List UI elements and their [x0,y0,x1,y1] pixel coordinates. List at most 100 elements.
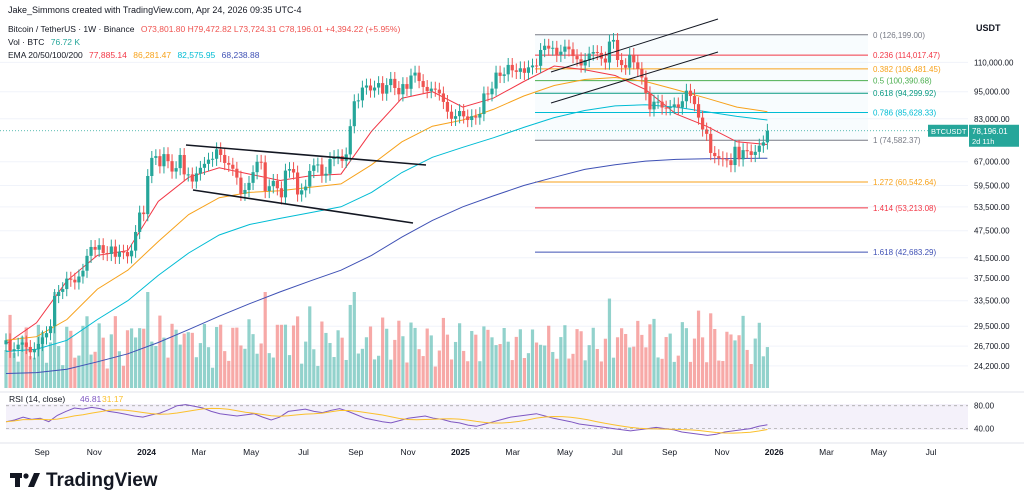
candle-body [227,162,231,165]
volume-bar [251,334,255,388]
rsi-band [6,404,968,430]
candle-body [89,246,93,256]
volume-bar [364,337,369,388]
candle-body [761,142,765,146]
candle-body [271,180,275,187]
candle-body [437,89,441,94]
volume-bar [36,324,40,388]
volume-bar [628,347,632,388]
candle-body [162,154,166,167]
volume-bar [595,348,599,388]
volume-bar [271,357,275,388]
candle-body [530,65,535,68]
volume-bar [636,320,640,388]
volume-bar [620,328,624,388]
candle-body [749,151,753,155]
candle-body [676,104,680,108]
last-price-label: 78,196.01 [972,127,1008,136]
price-tick-label: 26,700.00 [974,342,1010,351]
candle-body [567,46,571,50]
candle-body [729,160,733,166]
volume-bar [275,324,279,388]
ema-label: EMA 20/50/100/200 [8,50,83,60]
candle-body [194,173,198,182]
volume-bar [255,353,259,388]
volume-bar [312,349,316,388]
candle-body [514,70,518,72]
price-chart[interactable]: 0 (126,199.00) 0.236 (114,017.47) 0.382 (1… [0,0,1024,462]
volume-bar [555,358,559,388]
candle-body [543,45,547,50]
ema-line [5,104,768,352]
volume-bar [587,345,591,388]
candle-body [603,58,607,63]
volume-bar [413,327,417,388]
candle-body [215,149,219,159]
price-tick-label: 47,500.00 [974,227,1010,236]
price-tick-label: 95,000.00 [974,88,1010,97]
volume-bar [48,342,53,388]
time-tick-label: 2024 [137,447,156,457]
volume-bar [304,341,308,388]
trend-lines [185,18,719,224]
volume-bar [449,359,454,388]
volume-bar [470,330,474,388]
volume-bar [583,360,587,388]
candle-body [510,64,514,71]
price-tick-label: 41,500.00 [974,254,1010,263]
volume-bar [113,316,117,388]
time-tick-label: Sep [34,447,49,457]
candle-body [692,96,697,105]
author-credit: Jake_Simmons created with TradingView.co… [8,5,302,15]
candle-body [125,252,130,257]
volume-bar [57,346,61,388]
volume-bar [182,333,186,388]
candle-body [283,170,288,198]
volume-bar [433,366,437,388]
candle-body [364,85,369,88]
rsi-ma-line [5,407,768,434]
volume-bar [526,353,531,388]
volume-bar [4,350,8,388]
volume-bar [453,341,458,388]
candle-body [644,77,648,94]
time-tick-label: Nov [401,447,417,457]
candle-body [413,72,417,76]
volume-bar [44,362,49,388]
candle-body [243,189,247,194]
volume-bar [368,326,373,388]
candle-body [53,295,57,327]
candle-body [620,59,624,66]
candle-body [640,69,644,78]
ema100-value: 82,575.95 [177,50,216,60]
candle-body [701,117,705,130]
candle-body [32,349,36,353]
volume-bar [16,361,20,388]
candle-body [733,146,737,166]
price-tick-label: 110,000.00 [974,58,1014,67]
volume-bar [231,327,235,388]
candle-body [737,146,741,160]
volume-bar [93,351,97,388]
volume-bar [648,324,652,388]
tradingview-logo[interactable]: TradingView [10,470,158,492]
fib-level-label: 0.382 (106,481.45) [873,65,941,74]
volume-bar [664,337,668,388]
volume-bar [603,338,607,388]
volume-bar [437,350,441,388]
candle-body [611,39,616,42]
volume-bar [356,353,360,388]
candle-body [470,116,474,121]
candle-body [397,87,401,95]
candle-body [28,346,32,353]
volume-bar [308,306,312,388]
volume-bar [761,356,765,388]
candle-body [210,158,215,160]
volume-bar [170,323,174,388]
volume-bar [575,329,579,388]
volume-bar [478,361,482,388]
ema200-value: 68,238.88 [221,50,260,60]
volume-bar [243,348,247,388]
volume-bar [563,325,567,388]
volume-bar [429,335,433,388]
